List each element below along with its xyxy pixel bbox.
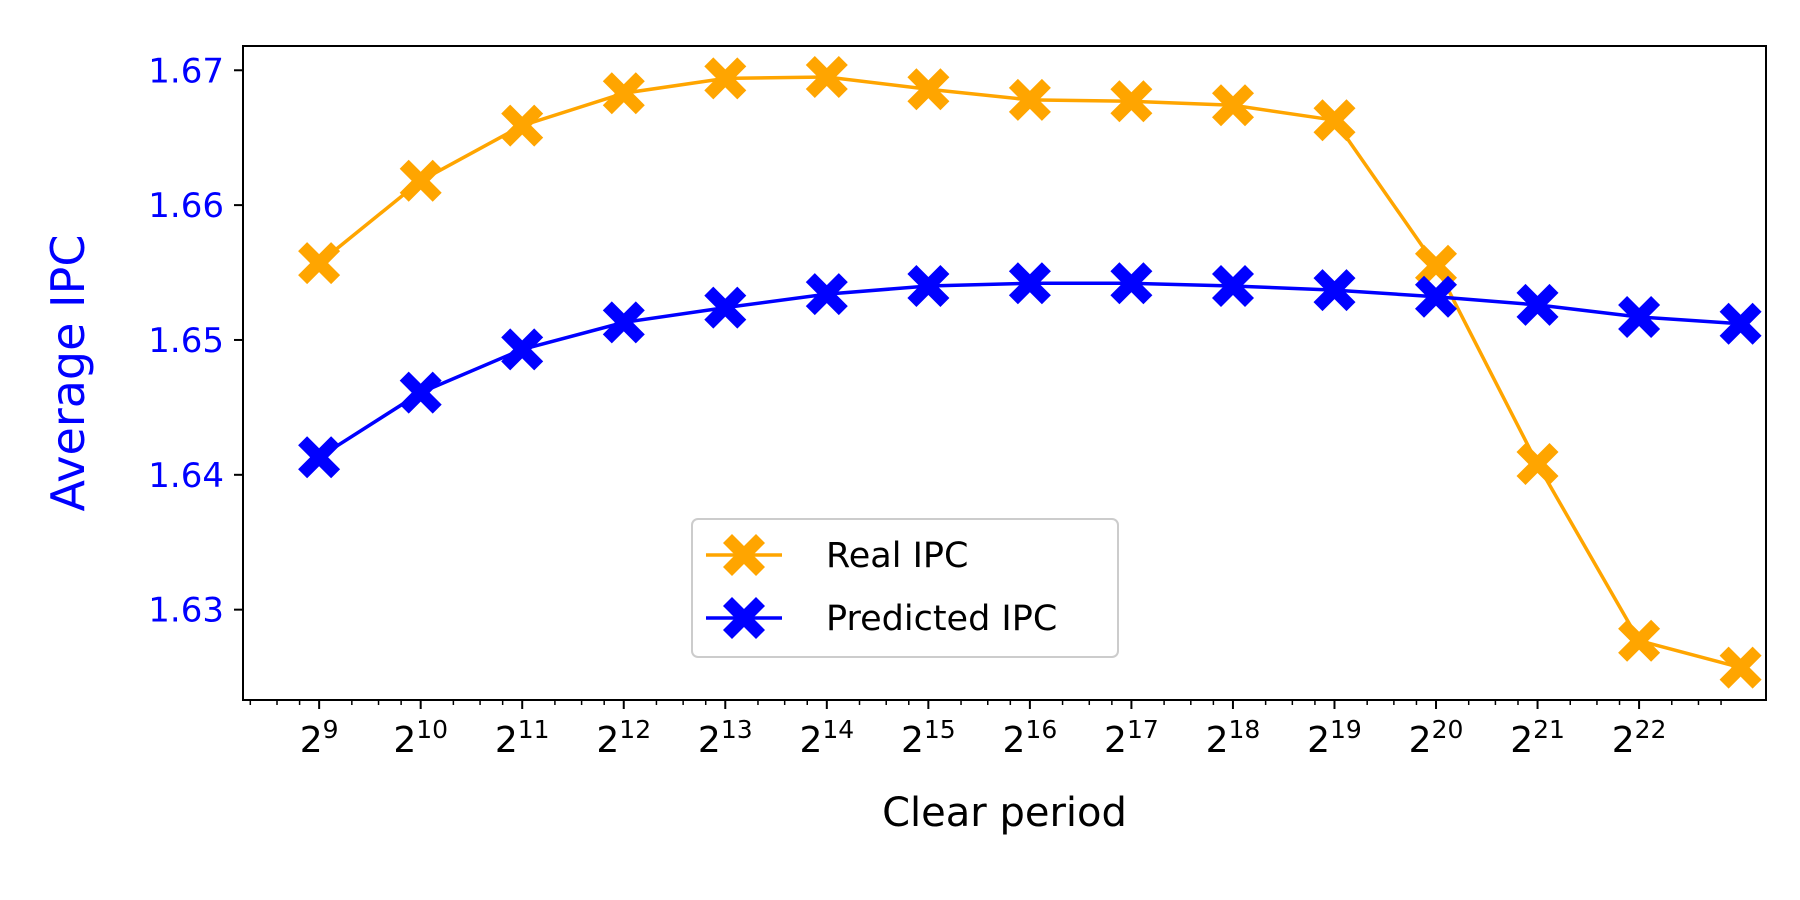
x-tick-label: 211: [495, 715, 550, 761]
series-layer: [298, 56, 1762, 689]
x-tick-label: 220: [1409, 715, 1464, 761]
data-point: [1008, 78, 1051, 121]
y-tick-label: 1.64: [148, 456, 224, 496]
legend-label: Predicted IPC: [826, 599, 1057, 639]
x-tick-label: 29: [300, 715, 339, 761]
data-point: [399, 371, 442, 414]
data-point: [1110, 80, 1153, 123]
data-point: [805, 56, 848, 98]
legend-marker: [723, 597, 765, 639]
data-point: [399, 159, 442, 202]
data-point: [907, 265, 950, 307]
x-tick-label: 215: [901, 715, 956, 761]
data-point: [704, 286, 747, 329]
x-tick-label: 222: [1612, 715, 1667, 761]
data-point: [501, 328, 544, 371]
data-point: [1110, 262, 1153, 305]
data-point: [1618, 296, 1661, 338]
series-real-ipc: [298, 56, 1762, 689]
y-axis-label: Average IPC: [41, 235, 95, 512]
plot-frame: [242, 45, 1767, 701]
data-point: [602, 301, 645, 344]
data-point: [1415, 244, 1457, 287]
axes: 29 210 211 212 213 214 215 216 217 218 219 220 221 22…: [148, 45, 1767, 761]
data-point: [805, 273, 848, 316]
y-tick-label: 1.63: [148, 591, 224, 631]
data-point: [298, 436, 341, 479]
legend: Real IPC Predicted IPC: [691, 518, 1119, 658]
x-tick-label: 210: [393, 715, 448, 761]
legend-box: [691, 518, 1119, 658]
data-point: [298, 242, 341, 285]
y-tick-label: 1.67: [148, 51, 224, 91]
data-point: [1516, 283, 1559, 326]
x-tick-label: 216: [1003, 715, 1058, 761]
data-point: [1313, 99, 1356, 142]
x-tick-label: 221: [1510, 715, 1565, 761]
data-point: [1618, 619, 1661, 662]
series-predicted-ipc: [298, 262, 1762, 479]
x-tick-label: 213: [698, 715, 753, 761]
legend-marker: [723, 534, 765, 576]
data-point: [704, 57, 747, 100]
x-tick-label: 212: [596, 715, 651, 761]
y-tick-label: 1.65: [148, 321, 224, 361]
y-tick-label: 1.66: [148, 186, 224, 226]
data-point: [1313, 269, 1356, 312]
x-tick-label: 218: [1206, 715, 1261, 761]
x-tick-label: 219: [1307, 715, 1362, 761]
data-point: [501, 104, 544, 147]
x-tick-label: 214: [799, 715, 854, 761]
data-point: [1719, 646, 1762, 689]
x-axis-label: Clear period: [882, 790, 1127, 836]
data-point: [1212, 265, 1254, 307]
data-point: [1415, 275, 1457, 318]
data-point: [602, 72, 645, 115]
legend-label: Real IPC: [826, 536, 968, 576]
data-point: [1212, 84, 1254, 127]
data-point: [907, 68, 950, 111]
data-point: [1516, 443, 1559, 485]
data-point: [1719, 302, 1762, 345]
data-point: [1008, 262, 1051, 305]
x-tick-label: 217: [1104, 715, 1159, 761]
